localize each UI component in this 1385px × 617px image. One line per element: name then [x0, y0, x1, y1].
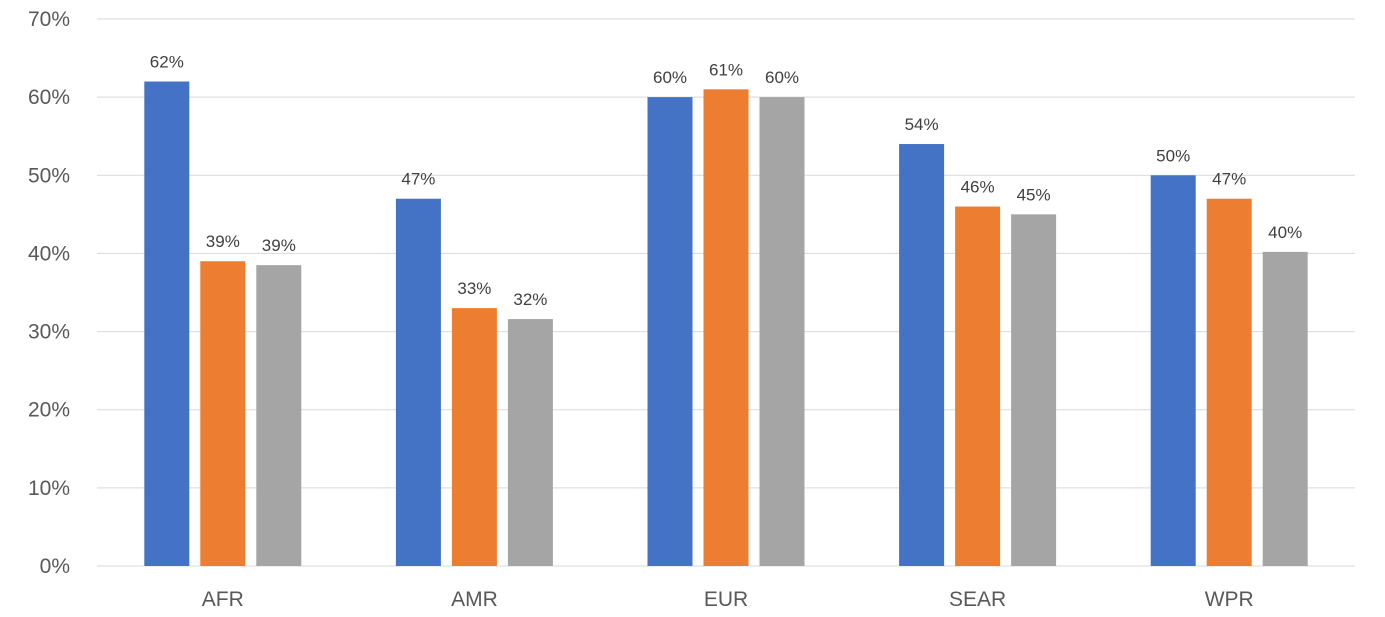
data-label: 61% [709, 60, 743, 79]
bar-amr-series-2 [451, 308, 497, 566]
bars [144, 81, 1308, 567]
bar-eur-series-2 [703, 89, 749, 566]
data-labels: 62% 39% 39% 47% 33% 32% 60% 61% 60% 54% 46% 45% 50% 4… [150, 53, 1302, 310]
data-label: 46% [961, 178, 995, 197]
bar-eur-series-1 [647, 97, 693, 567]
bar-afr-series-3 [256, 265, 302, 566]
data-label: 45% [1017, 185, 1051, 204]
data-label: 33% [457, 279, 491, 298]
y-tick-label: 50% [28, 164, 70, 187]
data-label: 62% [150, 53, 184, 72]
x-category-label: SEAR [949, 588, 1006, 611]
data-label: 50% [1156, 146, 1190, 165]
bar-wpr-series-1 [1150, 175, 1196, 567]
x-category-label: WPR [1205, 588, 1254, 611]
x-category-label: AMR [451, 588, 498, 611]
data-label: 60% [653, 68, 687, 87]
y-tick-label: 0% [40, 555, 70, 578]
data-label: 39% [206, 232, 240, 251]
y-tick-label: 10% [28, 477, 70, 500]
bar-amr-series-1 [395, 198, 441, 566]
bar-sear-series-1 [899, 144, 945, 566]
bar-sear-series-2 [955, 206, 1001, 567]
bar-afr-series-1 [144, 81, 190, 566]
bar-afr-series-2 [200, 261, 246, 566]
y-axis-tick-labels: 0% 10% 20% 30% 40% 50% 60% 70% [28, 8, 70, 578]
data-label: 39% [262, 236, 296, 255]
bar-wpr-series-3 [1262, 251, 1308, 566]
bar-wpr-series-2 [1206, 198, 1252, 566]
y-tick-label: 40% [28, 242, 70, 265]
x-category-label: AFR [202, 588, 244, 611]
bar-eur-series-3 [759, 97, 805, 567]
x-axis-category-labels: AFR AMR EUR SEAR WPR [202, 588, 1254, 611]
y-tick-label: 70% [28, 8, 70, 31]
bar-sear-series-3 [1011, 214, 1057, 566]
bar-amr-series-3 [507, 319, 553, 566]
y-tick-label: 30% [28, 321, 70, 344]
y-tick-label: 20% [28, 399, 70, 422]
x-category-label: EUR [704, 588, 748, 611]
data-label: 47% [1212, 170, 1246, 189]
data-label: 60% [765, 68, 799, 87]
data-label: 54% [905, 115, 939, 134]
y-tick-label: 60% [28, 86, 70, 109]
data-label: 47% [401, 170, 435, 189]
data-label: 40% [1268, 223, 1302, 242]
data-label: 32% [513, 290, 547, 309]
